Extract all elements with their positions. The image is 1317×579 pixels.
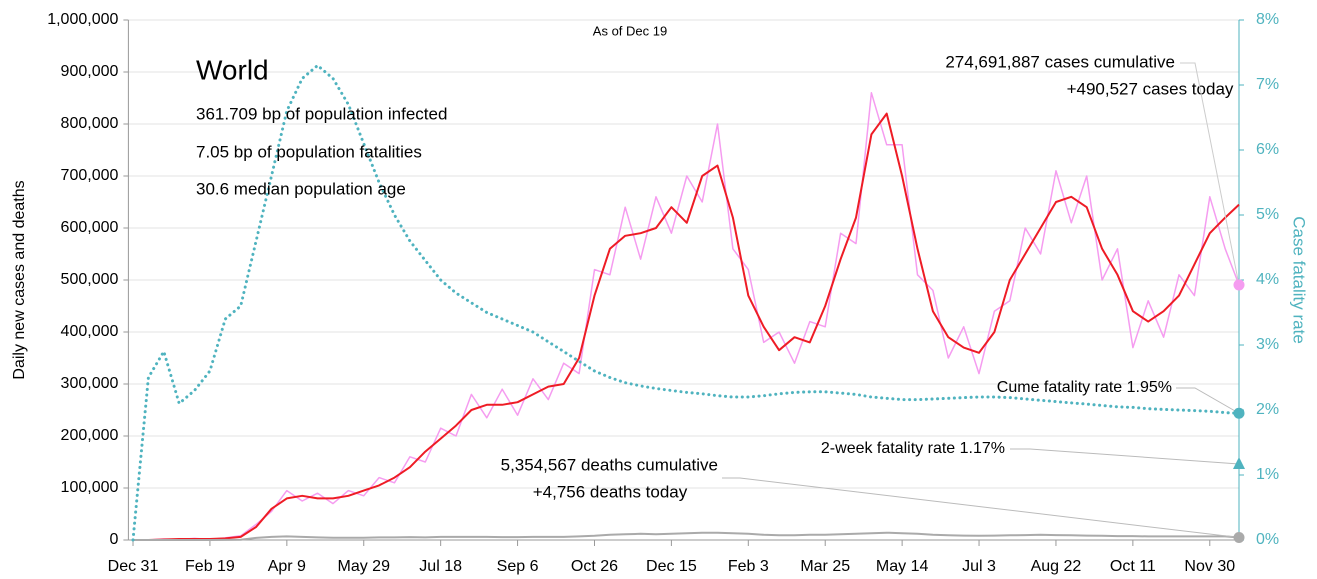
annotation: Cume fatality rate 1.95% — [997, 379, 1172, 396]
y2-tick-label: 6% — [1256, 141, 1279, 158]
y2-axis-label: Case fatality rate — [1290, 216, 1309, 344]
annotation: 30.6 median population age — [196, 179, 406, 198]
annotation: 274,691,887 cases cumulative — [945, 52, 1175, 71]
annotation: 7.05 bp of population fatalities — [196, 142, 422, 161]
leader — [1010, 448, 1240, 465]
x-tick-label: May 14 — [876, 558, 929, 575]
y-tick-label: 0 — [109, 531, 118, 548]
y2-tick-label: 7% — [1256, 76, 1279, 93]
y2-tick-label: 8% — [1256, 11, 1279, 28]
series-line — [133, 92, 1240, 541]
x-tick-label: Aug 22 — [1031, 558, 1082, 575]
y-tick-label: 200,000 — [61, 427, 119, 444]
x-tick-label: May 29 — [338, 558, 391, 575]
end-marker — [1233, 407, 1245, 419]
end-marker — [1233, 532, 1245, 544]
annotation: 2-week fatality rate 1.17% — [821, 440, 1005, 457]
x-tick-label: Dec 15 — [646, 558, 697, 575]
x-tick-label: Jul 18 — [419, 558, 462, 575]
leader — [722, 477, 1240, 539]
x-tick-label: Oct 26 — [571, 558, 618, 575]
y-tick-label: 500,000 — [61, 271, 119, 288]
annotation: 361.709 bp of population infected — [196, 104, 447, 123]
y-tick-label: 300,000 — [61, 375, 119, 392]
y-tick-label: 600,000 — [61, 219, 119, 236]
y-tick-label: 800,000 — [61, 115, 119, 132]
y2-tick-label: 0% — [1256, 531, 1279, 548]
y2-tick-label: 3% — [1256, 336, 1279, 353]
x-tick-label: Mar 25 — [800, 558, 850, 575]
x-tick-label: Dec 31 — [108, 558, 159, 575]
leader — [1180, 62, 1240, 286]
y2-tick-label: 4% — [1256, 271, 1279, 288]
series-line — [131, 64, 1241, 542]
y2-tick-label: 5% — [1256, 206, 1279, 223]
end-marker — [1233, 279, 1245, 291]
subtitle: As of Dec 19 — [593, 23, 667, 38]
y2-tick-label: 1% — [1256, 466, 1279, 483]
annotation: +490,527 cases today — [1067, 79, 1234, 98]
annotation: 5,354,567 deaths cumulative — [501, 455, 718, 474]
y-tick-label: 900,000 — [61, 63, 119, 80]
x-tick-label: Jul 3 — [962, 558, 996, 575]
x-tick-label: Oct 11 — [1110, 558, 1156, 575]
x-tick-label: Nov 30 — [1184, 558, 1235, 575]
y-tick-label: 1,000,000 — [47, 11, 118, 28]
leader — [1176, 387, 1240, 414]
x-tick-label: Feb 19 — [185, 558, 235, 575]
series-line — [133, 112, 1240, 541]
y-tick-label: 700,000 — [61, 167, 119, 184]
x-tick-label: Sep 6 — [497, 558, 539, 575]
y-tick-label: 100,000 — [61, 479, 119, 496]
y2-tick-label: 2% — [1256, 401, 1279, 418]
x-tick-label: Feb 3 — [728, 558, 769, 575]
x-tick-label: Apr 9 — [268, 558, 306, 575]
annotation: +4,756 deaths today — [533, 482, 688, 501]
y-axis-label: Daily new cases and deaths — [11, 180, 28, 379]
series-line — [133, 531, 1240, 541]
end-marker — [1233, 456, 1245, 469]
y-tick-label: 400,000 — [61, 323, 119, 340]
region-title: World — [196, 54, 269, 85]
